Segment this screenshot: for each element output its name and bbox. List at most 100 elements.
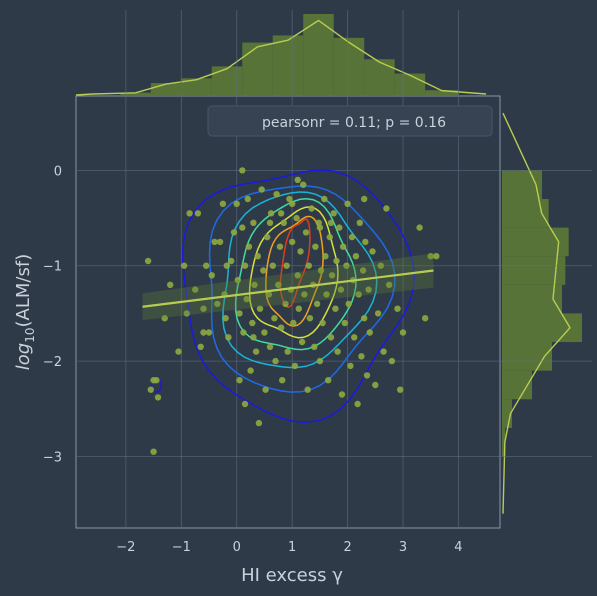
scatter-point (306, 315, 314, 322)
scatter-point (327, 219, 335, 226)
y-tick-label: −3 (43, 450, 62, 465)
scatter-point (332, 305, 339, 312)
scatter-point (225, 334, 232, 341)
scatter-point (265, 291, 273, 298)
scatter-point (219, 200, 227, 207)
marginal-x-bar (303, 14, 334, 95)
marginal-x-bar (394, 73, 426, 95)
marginal-x-bar (181, 78, 212, 95)
scatter-point (266, 343, 274, 350)
scatter-point (354, 400, 361, 408)
scatter-point (223, 262, 230, 269)
scatter-point (264, 233, 271, 241)
scatter-point (330, 210, 337, 217)
regression-line (142, 253, 434, 321)
scatter-point (304, 386, 311, 393)
kde-contours (150, 169, 416, 424)
scatter-point (183, 310, 190, 317)
scatter-point (205, 329, 213, 336)
scatter-point (234, 276, 241, 284)
marginal-y-bar (502, 342, 552, 371)
scatter-point (276, 243, 284, 250)
scatter-point (239, 224, 246, 231)
marginal-y-bar (502, 198, 549, 228)
scatter-point (312, 243, 319, 250)
marginal-y-bar (502, 399, 512, 428)
scatter-point (260, 267, 267, 274)
scatter-point (144, 257, 152, 265)
scatter-point (311, 343, 318, 350)
scatter-point (394, 305, 401, 312)
marginal-y-kde-line (502, 112, 571, 514)
scatter-point (333, 257, 340, 265)
kde-contour-level (208, 185, 396, 393)
scatter-point (319, 319, 326, 327)
scatter-point (236, 377, 243, 384)
scatter-point (294, 272, 301, 279)
scatter-point (273, 191, 280, 198)
scatter-point (147, 386, 154, 393)
main-plot-area (75, 10, 592, 529)
scatter-point (313, 300, 321, 308)
scatter-point (279, 377, 286, 384)
scatter-point (154, 394, 162, 401)
scatter-point (293, 214, 300, 222)
scatter-point (277, 324, 285, 331)
scatter-point (369, 248, 376, 255)
x-tick-label: 1 (288, 540, 296, 555)
scatter-point (186, 210, 193, 217)
scatter-point (321, 195, 328, 203)
scatter-point (361, 195, 368, 203)
scatter-point (153, 377, 160, 384)
scatter-point (317, 267, 325, 274)
scatter-point (239, 167, 246, 174)
kde-contour-level (222, 191, 378, 369)
scatter-point (359, 267, 367, 274)
marginal-x-bar (425, 90, 459, 95)
x-tick-label: 4 (454, 540, 462, 555)
annotation-background (207, 105, 493, 137)
scatter-point (284, 348, 291, 355)
marginal-x-bar (120, 92, 151, 95)
scatter-point (337, 286, 345, 293)
scatter-point (316, 224, 324, 231)
kde-contour-level (248, 206, 339, 339)
scatter-point (358, 353, 365, 360)
scatter-point (422, 315, 429, 322)
scatter-point (252, 348, 260, 355)
scatter-point (362, 238, 369, 246)
scatter-point (383, 205, 390, 212)
y-axis-label-main: log (13, 343, 34, 370)
marginal-x-bar (364, 59, 395, 95)
scatter-point (262, 386, 269, 393)
scatter-point (334, 348, 341, 355)
scatter-point (180, 262, 188, 269)
scatter-point (208, 272, 215, 279)
x-tick-label: 0 (233, 540, 241, 555)
scatter-point (345, 300, 352, 308)
scatter-point (327, 334, 335, 341)
scatter-point (365, 286, 372, 293)
x-axis-label: HI excess γ (241, 565, 343, 586)
scatter-point (254, 253, 261, 260)
scatter-point (343, 262, 350, 269)
scatter-point (427, 253, 434, 260)
scatter-point (315, 219, 322, 226)
scatter-point (328, 272, 336, 279)
scatter-point (247, 367, 254, 374)
scatter-point (216, 238, 224, 246)
scatter-point (271, 315, 278, 322)
scatter-point (286, 195, 293, 203)
scatter-points (144, 167, 440, 455)
x-tick-label: −1 (172, 540, 191, 555)
scatter-point (250, 219, 257, 226)
scatter-point (290, 319, 297, 327)
scatter-point (386, 281, 393, 288)
scatter-point (272, 357, 279, 365)
scatter-point (302, 229, 310, 236)
scatter-point (150, 448, 157, 455)
marginal-x-bar (242, 42, 273, 95)
scatter-point (397, 386, 404, 393)
marginal-x-kde-line (75, 19, 487, 96)
